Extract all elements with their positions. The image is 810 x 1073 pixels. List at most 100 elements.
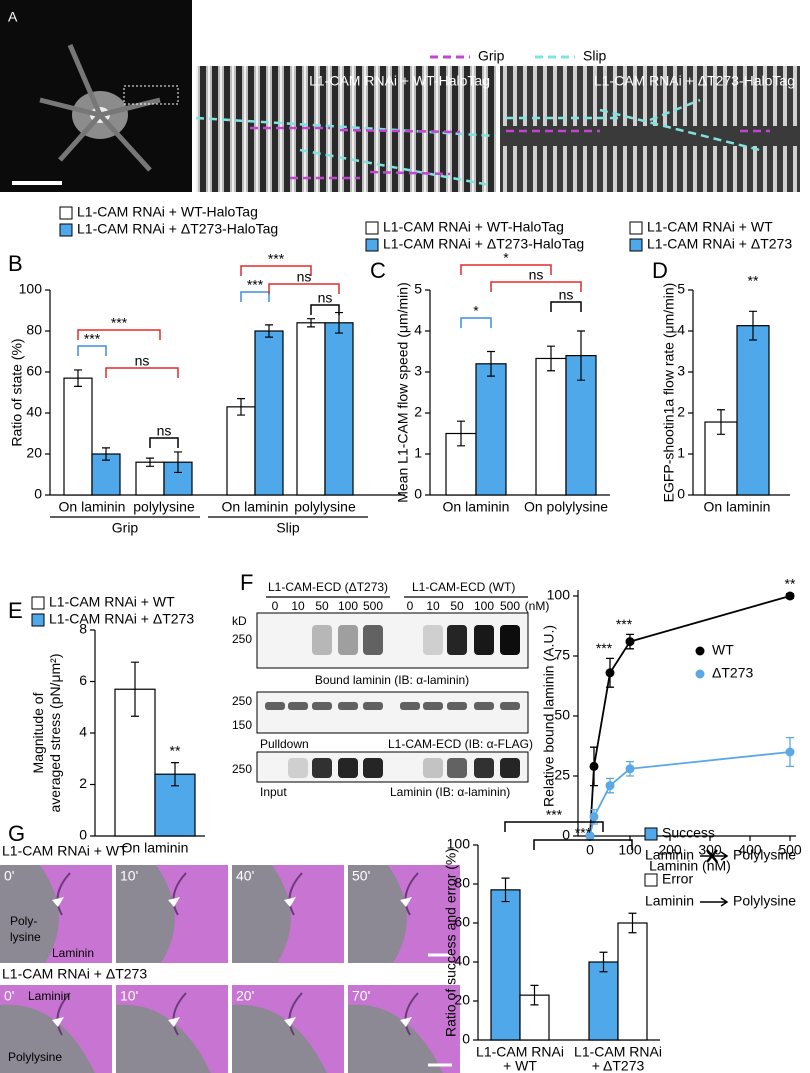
- significance-label: ns: [157, 423, 172, 439]
- x-tick-label: On laminin: [222, 499, 289, 515]
- bar: [296, 322, 326, 496]
- y-tick-label: 4: [79, 724, 87, 740]
- significance-label: **: [785, 575, 796, 591]
- y-axis-label: averaged stress (pN/μm²): [47, 654, 63, 813]
- data-point: [605, 668, 615, 678]
- region-label: Poly-: [10, 914, 37, 928]
- legend-label: L1-CAM RNAi + WT: [49, 594, 175, 610]
- x-tick-label: On polylysine: [524, 499, 608, 515]
- error-bar: [599, 951, 608, 973]
- blot-bands: 0 10 50 100 500 0 10 50 100 500: [265, 599, 520, 778]
- error-bar: [530, 984, 539, 1006]
- x-tick-label: 400: [738, 842, 762, 858]
- x-tick-label: L1-CAM RNAi: [574, 1044, 662, 1060]
- y-axis-label: EGFP-shootin1a flow rate (μm/min): [661, 283, 677, 503]
- track-line: [299, 148, 491, 187]
- track-lines: [195, 98, 770, 187]
- y-tick-label: 2: [414, 404, 422, 420]
- significance-label: ***: [111, 315, 128, 331]
- x-tick-label: 200: [658, 842, 682, 858]
- error-bar: [74, 369, 82, 387]
- significance-bracket: [77, 329, 161, 340]
- arrowhead: [168, 897, 180, 907]
- legend-marker: [695, 646, 705, 656]
- error-bar: [307, 318, 315, 328]
- significance-bracket: [533, 839, 633, 850]
- significance-label: **: [748, 273, 759, 289]
- substrate-region: [116, 1004, 211, 1073]
- track-line: [506, 98, 701, 122]
- error-bar: [628, 912, 637, 934]
- x-tick-label: L1-CAM RNAi: [476, 1044, 564, 1060]
- kymograph: [500, 66, 800, 192]
- legend-label: Success: [662, 825, 715, 841]
- unit-label: (nM): [525, 599, 550, 613]
- y-tick-label: 4: [677, 322, 685, 338]
- neurite: [56, 872, 71, 916]
- y-tick-label: 0: [677, 486, 685, 502]
- error-bar: [577, 330, 585, 381]
- significance-bracket: [490, 281, 582, 292]
- time-label: 10': [120, 868, 138, 884]
- y-tick-label: 1: [414, 445, 422, 461]
- arrowhead: [284, 897, 296, 907]
- lane-group-label: L1-CAM-ECD (ΔT273): [268, 580, 388, 594]
- arrowhead: [284, 1017, 296, 1027]
- region-label: lysine: [10, 930, 41, 944]
- legend-label: L1-CAM RNAi + WT-HaloTag: [77, 204, 258, 220]
- x-tick-label: polylysine: [133, 499, 195, 515]
- significance-label: ns: [529, 267, 544, 283]
- lane-label: 0: [407, 599, 414, 613]
- band: [447, 702, 467, 710]
- significance-label: ns: [318, 290, 333, 306]
- y-tick-label: 25: [554, 767, 570, 783]
- significance-bracket: [460, 317, 492, 328]
- y-tick-label: 6: [79, 672, 87, 688]
- band: [423, 702, 443, 710]
- time-label: 0': [4, 988, 14, 1004]
- band: [447, 625, 467, 655]
- bar: [588, 961, 619, 1041]
- panel-label: C: [370, 258, 386, 283]
- legend-label: L1-CAM RNAi + ΔT273-HaloTag: [77, 221, 278, 237]
- band: [363, 702, 383, 710]
- lane-label: 50: [450, 599, 464, 613]
- error-bar: [547, 345, 555, 372]
- marker-label: 250: [232, 694, 252, 708]
- x-tick-label: On laminin: [59, 499, 126, 515]
- blot-caption: Laminin (IB: α-laminin): [390, 785, 510, 799]
- error-bar: [174, 451, 182, 474]
- significance-label: ns: [559, 287, 574, 303]
- neurite: [404, 992, 419, 1036]
- substrate-region: [116, 865, 175, 963]
- data-point: [585, 831, 595, 841]
- row-label: L1-CAM RNAi + ΔT273: [2, 966, 147, 982]
- legend-marker: [695, 669, 705, 679]
- y-tick-label: 40: [454, 953, 470, 969]
- lane-label: 50: [315, 599, 329, 613]
- data-point: [785, 591, 795, 601]
- lane-label: 500: [500, 599, 520, 613]
- significance-bracket: [310, 304, 340, 315]
- significance-bracket: [240, 265, 312, 276]
- region-label: Laminin: [52, 946, 94, 960]
- marker-label: 150: [232, 718, 252, 732]
- y-tick-label: 8: [79, 621, 87, 637]
- track-line: [250, 126, 461, 134]
- bar: [226, 406, 256, 496]
- significance-label: ***: [546, 807, 563, 823]
- data-point: [625, 764, 635, 774]
- y-tick-label: 100: [447, 836, 471, 852]
- legend-swatch: [365, 221, 379, 235]
- y-tick-label: 50: [554, 707, 570, 723]
- lane-label: 100: [474, 599, 494, 613]
- bar: [475, 363, 507, 496]
- significance-bracket: [77, 345, 107, 356]
- group-label: Grip: [112, 520, 139, 536]
- x-tick-label: + WT: [503, 1058, 537, 1073]
- band: [338, 702, 358, 710]
- x-tick-label: 300: [698, 842, 722, 858]
- significance-bracket: [149, 437, 179, 448]
- y-tick-label: 0: [34, 486, 42, 502]
